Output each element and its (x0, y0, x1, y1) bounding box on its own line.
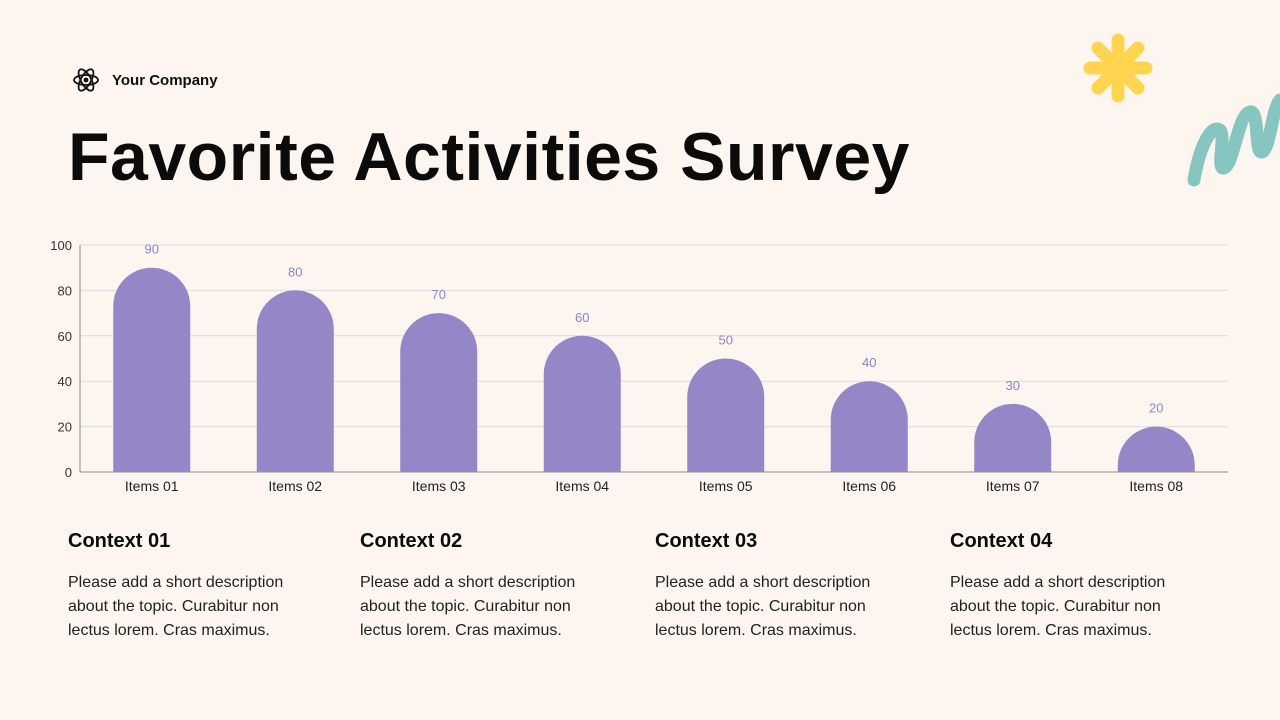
context-card-01: Context 01 Please add a short descriptio… (68, 530, 318, 643)
data-label: 90 (145, 242, 159, 257)
context-body: Please add a short description about the… (655, 574, 871, 639)
context-title: Context 04 (950, 530, 1053, 552)
y-tick-label: 100 (50, 238, 72, 253)
context-title: Context 02 (360, 530, 463, 552)
x-tick-label: Items 05 (699, 478, 753, 494)
x-tick-label: Items 02 (268, 478, 322, 494)
context-card-04: Context 04 Please add a short descriptio… (950, 530, 1200, 643)
context-card-03: Context 03 Please add a short descriptio… (655, 530, 905, 643)
data-label: 60 (575, 310, 589, 325)
bar (256, 290, 334, 472)
brand: Your Company (72, 66, 218, 94)
star-decoration-icon (1083, 33, 1153, 103)
x-tick-label: Items 04 (555, 478, 609, 494)
bar (687, 358, 765, 472)
bar (974, 403, 1052, 472)
context-body: Please add a short description about the… (68, 574, 284, 639)
x-tick-label: Items 08 (1129, 478, 1183, 494)
page-title: Favorite Activities Survey (68, 119, 910, 195)
data-label: 40 (862, 355, 876, 370)
atom-icon (73, 68, 99, 92)
context-body: Please add a short description about the… (360, 574, 576, 639)
data-label: 80 (288, 264, 302, 279)
bar (1117, 426, 1195, 472)
data-label: 50 (719, 333, 733, 348)
grid-lines (79, 244, 1228, 473)
company-name: Your Company (112, 71, 218, 89)
context-card-02: Context 02 Please add a short descriptio… (360, 530, 610, 643)
bar (400, 313, 478, 472)
y-tick-label: 60 (58, 329, 72, 344)
context-body: Please add a short description about the… (950, 574, 1166, 639)
bar-chart: 0 20 40 60 80 100 90 Items 01 80 Items 02 70 Items … (50, 238, 1228, 494)
bars (113, 267, 1195, 472)
bar (113, 267, 191, 472)
y-tick-label: 0 (65, 465, 72, 480)
y-tick-label: 40 (58, 374, 72, 389)
x-tick-label: Items 07 (986, 478, 1040, 494)
y-tick-label: 20 (58, 420, 72, 435)
data-label: 70 (432, 287, 446, 302)
labels: 0 20 40 60 80 100 90 Items 01 80 Items 02 70 Items … (50, 238, 1183, 494)
y-tick-label: 80 (58, 283, 72, 298)
x-tick-label: Items 06 (842, 478, 896, 494)
x-tick-label: Items 01 (125, 478, 179, 494)
context-section: Context 01 Please add a short descriptio… (0, 530, 1280, 670)
bar (830, 381, 908, 472)
squiggle-decoration-icon (1187, 93, 1280, 187)
data-label: 30 (1006, 378, 1020, 393)
data-label: 20 (1149, 401, 1163, 416)
x-tick-label: Items 03 (412, 478, 466, 494)
context-title: Context 03 (655, 530, 758, 552)
context-title: Context 01 (68, 530, 171, 552)
bar (543, 335, 621, 472)
